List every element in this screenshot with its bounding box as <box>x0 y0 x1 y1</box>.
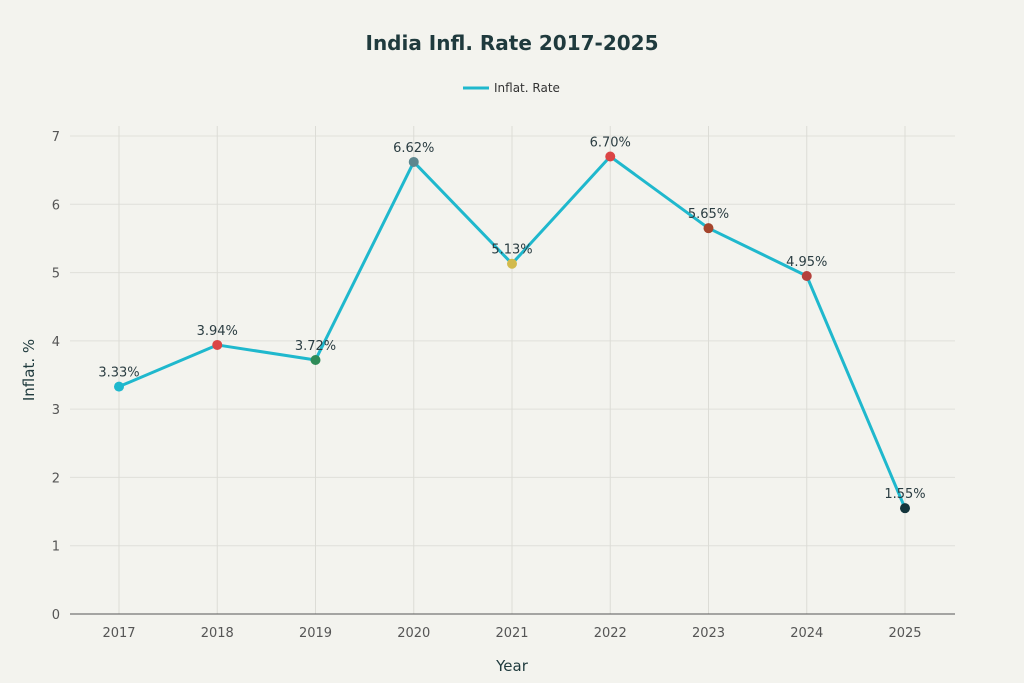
data-point[interactable] <box>801 270 812 281</box>
data-point[interactable] <box>212 339 223 350</box>
data-label: 4.95% <box>786 255 827 270</box>
x-tick-label: 2019 <box>299 626 332 641</box>
x-tick-label: 2022 <box>594 626 627 641</box>
chart-title: India Infl. Rate 2017-2025 <box>366 31 659 55</box>
data-point[interactable] <box>703 223 714 234</box>
y-tick-label: 7 <box>52 130 60 145</box>
legend-label: Inflat. Rate <box>494 81 560 95</box>
y-tick-label: 5 <box>52 267 60 282</box>
data-point[interactable] <box>114 381 124 392</box>
y-axis-label: Inflat. % <box>20 339 38 401</box>
x-tick-label: 2020 <box>397 626 430 641</box>
y-tick-label: 4 <box>52 335 60 350</box>
data-label: 3.94% <box>197 324 238 339</box>
data-label: 3.33% <box>98 366 139 381</box>
data-point[interactable] <box>605 151 616 162</box>
y-tick-label: 6 <box>52 198 60 213</box>
data-label: 5.13% <box>491 243 532 258</box>
data-label: 1.55% <box>884 487 925 502</box>
y-tick-label: 2 <box>52 471 60 486</box>
data-point[interactable] <box>507 258 517 269</box>
data-label: 3.72% <box>295 339 336 354</box>
data-point[interactable] <box>900 503 910 514</box>
data-label: 5.65% <box>688 207 729 222</box>
data-point[interactable] <box>408 156 419 167</box>
legend[interactable]: Inflat. Rate <box>463 81 560 95</box>
x-tick-label: 2025 <box>888 626 921 641</box>
x-tick-label: 2023 <box>692 626 725 641</box>
y-tick-label: 1 <box>52 540 60 555</box>
y-tick-label: 0 <box>52 608 60 623</box>
x-tick-label: 2021 <box>495 626 528 641</box>
data-label: 6.62% <box>393 141 434 156</box>
x-tick-label: 2018 <box>201 626 234 641</box>
x-axis-label: Year <box>495 657 529 675</box>
x-tick-label: 2017 <box>102 626 135 641</box>
x-tick-label: 2024 <box>790 626 823 641</box>
y-tick-label: 3 <box>52 403 60 418</box>
data-point[interactable] <box>310 354 321 365</box>
data-label: 6.70% <box>590 135 631 150</box>
